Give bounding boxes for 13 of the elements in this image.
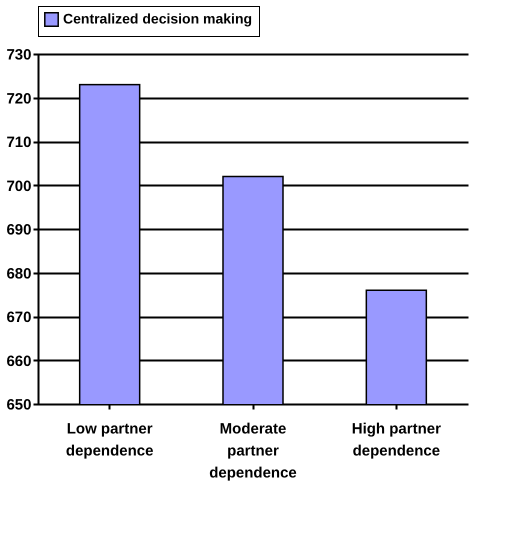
y-tick-label: 700 — [6, 178, 32, 195]
x-tick-label: Low partner dependence — [66, 420, 154, 460]
y-tick-label: 720 — [6, 90, 32, 108]
y-tick-label: 670 — [6, 309, 32, 326]
legend-label: Centralized decision making — [63, 10, 252, 26]
x-tick-label: High partner dependence — [352, 420, 442, 460]
y-tick-label: 680 — [6, 265, 32, 282]
y-tick-label: 710 — [6, 134, 32, 151]
y-tick-label: 730 — [6, 46, 32, 64]
x-tick-label: Moderate partner dependence — [209, 420, 297, 482]
y-tick-label: 690 — [6, 222, 32, 238]
y-tick-label: 650 — [6, 396, 32, 414]
y-tick-label: 660 — [6, 352, 32, 370]
